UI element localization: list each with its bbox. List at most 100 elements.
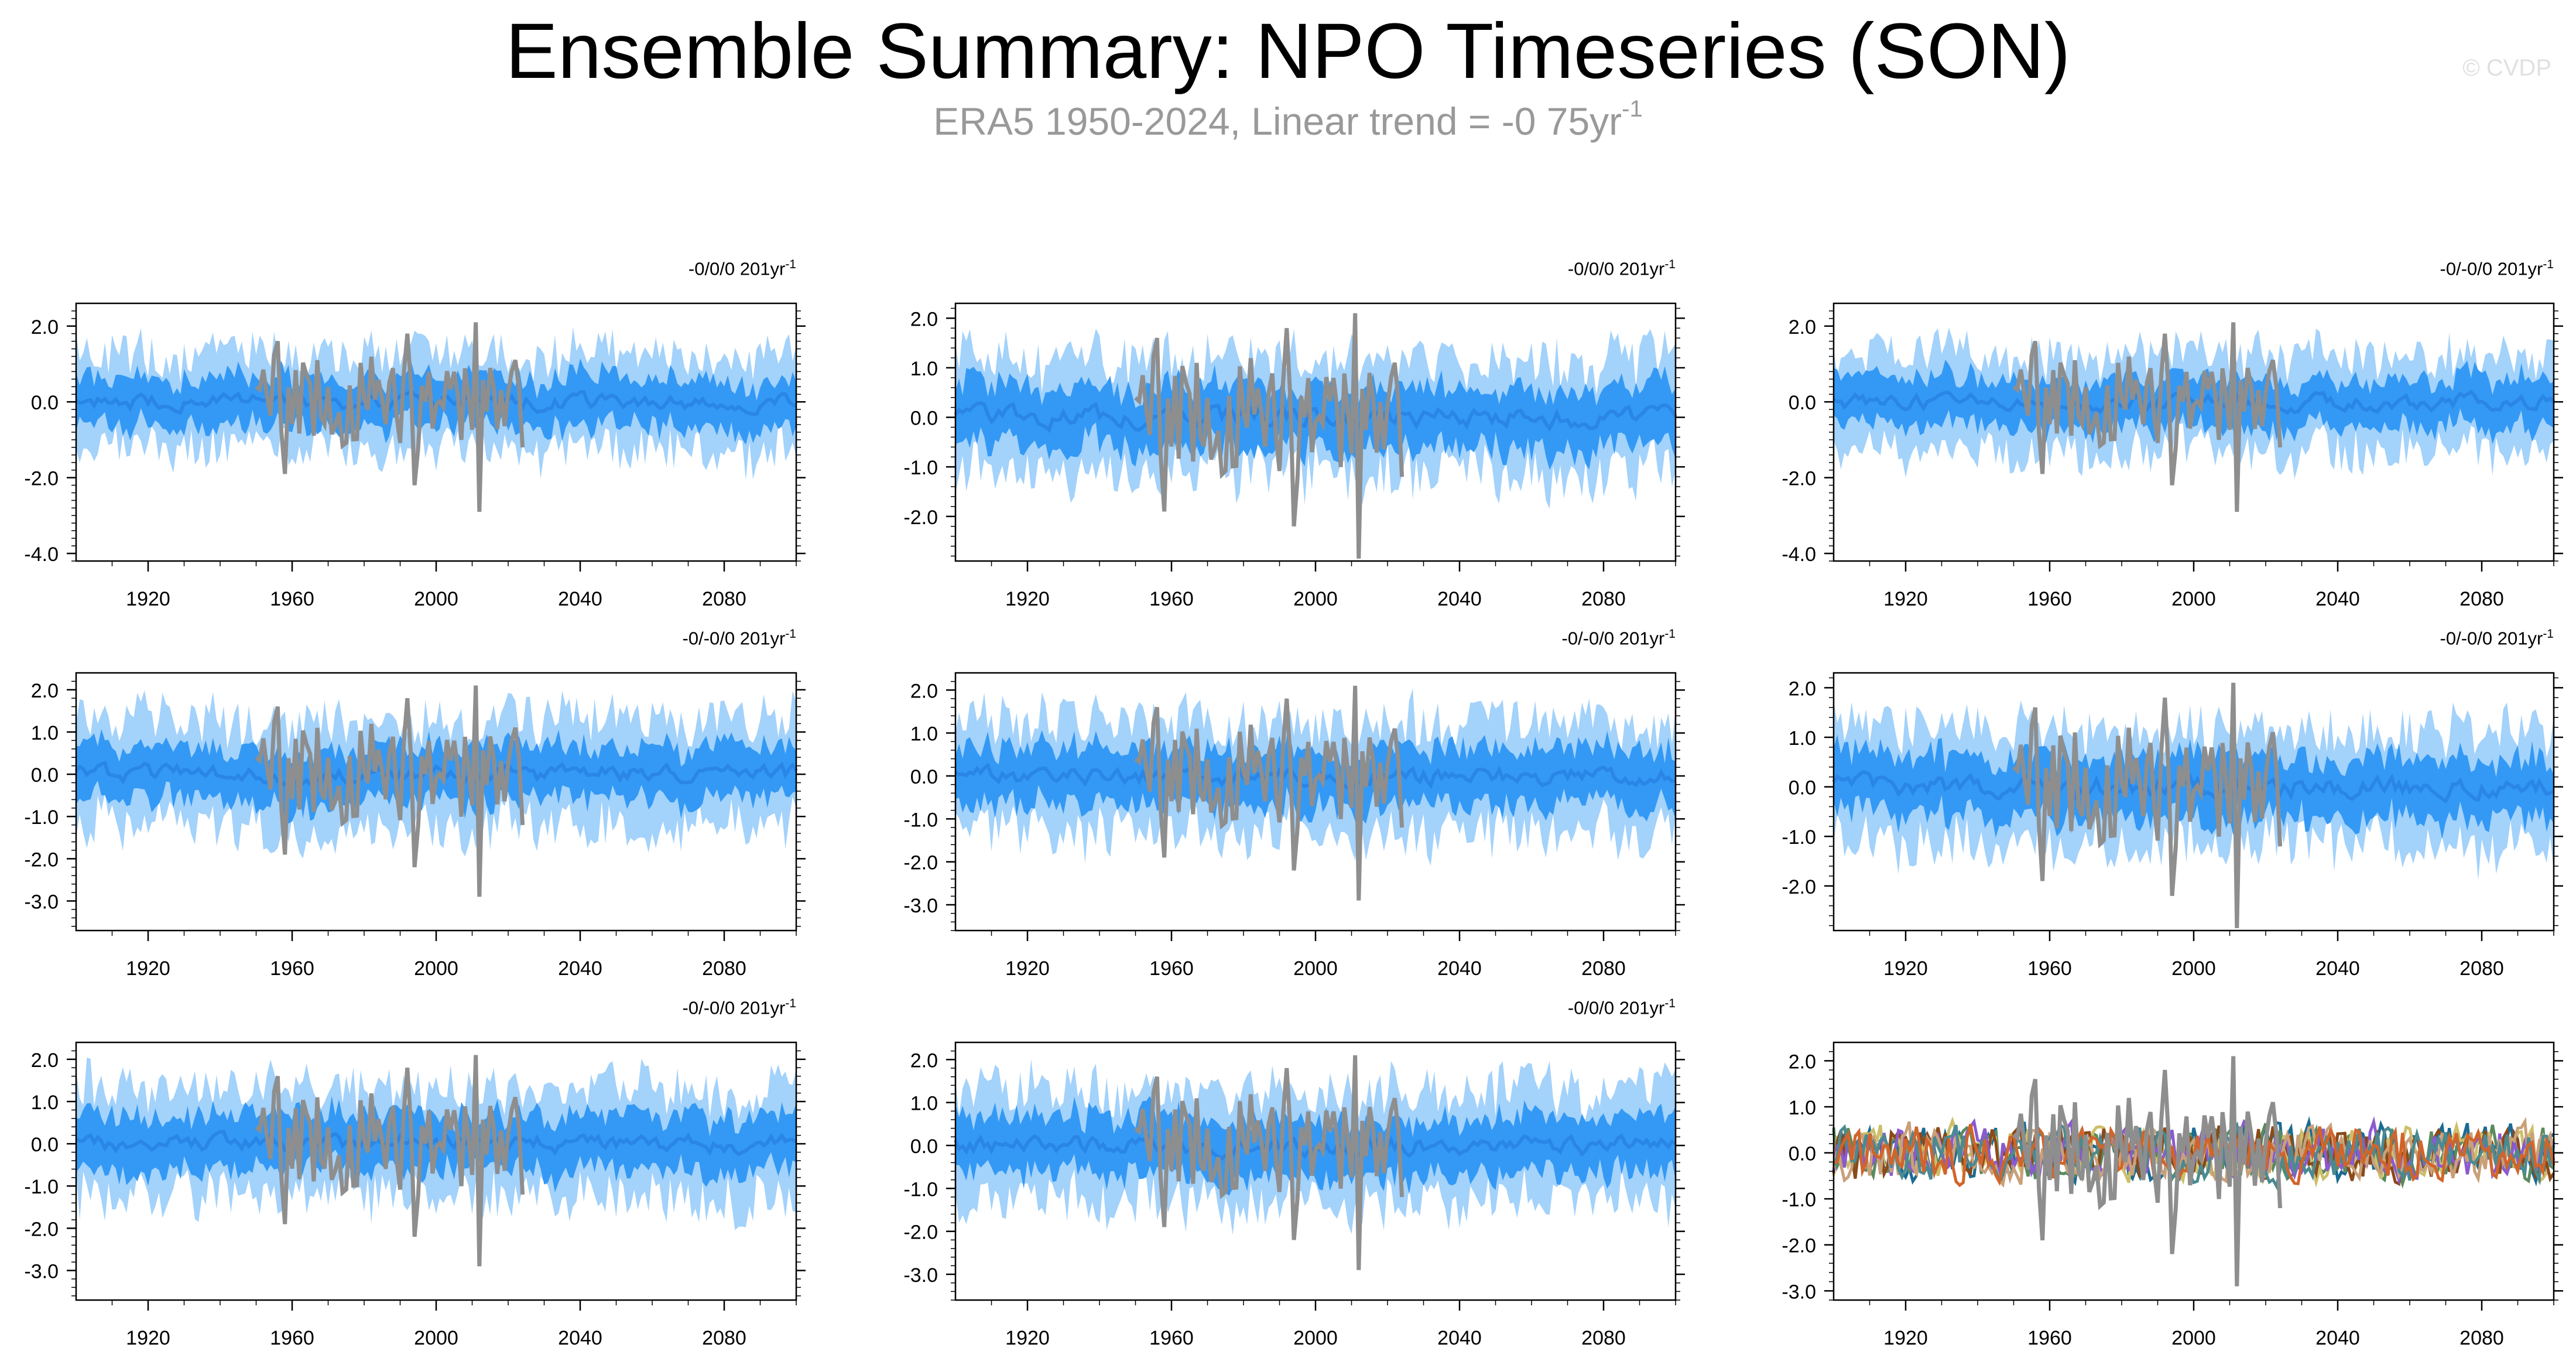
band-inner (955, 730, 1676, 824)
band-outer (955, 688, 1676, 866)
y-tick-label: 1.0 (1789, 1097, 1816, 1119)
y-tick-label: 0.0 (31, 764, 59, 786)
plot-frame (954, 1041, 1677, 1301)
y-tick-label: 2.0 (910, 1049, 938, 1072)
y-tick-label: -3.0 (24, 1261, 59, 1283)
y-tick-label: -1.0 (1782, 1189, 1816, 1211)
band-inner (76, 358, 796, 445)
x-tick-label: 2040 (558, 957, 602, 980)
y-tick-label: -1.0 (903, 1178, 938, 1201)
x-tick-label: 1920 (1005, 588, 1050, 610)
y-tick-label: 0.0 (1789, 777, 1816, 799)
y-tick-label: -1.0 (903, 809, 938, 831)
observed-line (1134, 1055, 1405, 1270)
y-tick-label: -2.0 (24, 1218, 59, 1240)
band-outer (955, 329, 1676, 509)
x-tick-label: 1960 (1149, 588, 1194, 610)
y-tick-label: 2.0 (910, 680, 938, 702)
trend-superscript: -1 (785, 997, 796, 1010)
trend-text: -0/0/0 201yr (688, 258, 786, 279)
x-tick-label: 1920 (1883, 588, 1928, 610)
panel-trend: -0/-0/0 201yr-1 (562, 997, 796, 1018)
observed-line (2012, 682, 2283, 928)
y-tick-label: -3.0 (903, 1264, 938, 1287)
y-tick-label: 2.0 (1789, 316, 1816, 338)
x-tick-label: 2040 (558, 1327, 602, 1349)
band-inner (76, 1096, 796, 1193)
band-inner (1834, 360, 2554, 444)
trend-text: -0/0/0 201yr (1567, 258, 1665, 279)
y-tick-label: 0.0 (1789, 1143, 1816, 1165)
y-tick-label: 1.0 (31, 1092, 59, 1114)
ensemble-mean-line (75, 388, 797, 416)
watermark: © CVDP (2462, 55, 2551, 81)
observed-line (1134, 685, 1405, 901)
y-tick-label: 0.0 (910, 408, 938, 430)
y-tick-label: 0.0 (31, 392, 59, 414)
panel-trend: -0/-0/0 201yr-1 (2320, 258, 2554, 279)
series-line-miroc-es2l (1832, 1121, 2556, 1191)
panel-trend: -0/-0/0 201yr-1 (2320, 627, 2554, 649)
x-tick-label: 1960 (2027, 588, 2072, 610)
observed-line (255, 322, 525, 512)
trend-text: -0/-0/0 201yr (682, 628, 786, 649)
trend-superscript: -1 (1664, 258, 1676, 271)
x-tick-label: 2000 (2171, 957, 2216, 980)
x-tick-label: 2000 (1293, 957, 1338, 980)
y-tick-label: 2.0 (910, 308, 938, 330)
plot-frame (75, 302, 797, 562)
trend-superscript: -1 (785, 258, 796, 271)
x-tick-label: 1920 (126, 957, 170, 980)
x-tick-label: 1960 (1149, 1327, 1194, 1349)
y-tick-label: 0.0 (31, 1134, 59, 1156)
series-line-mpi-esm1-2-lr (1833, 1124, 2556, 1191)
observed-line (255, 1055, 525, 1267)
y-tick-label: -2.0 (903, 1222, 938, 1244)
x-tick-label: 2080 (1581, 588, 1626, 610)
band-outer (1834, 327, 2554, 479)
plot-frame (75, 672, 797, 932)
observed-line (255, 685, 525, 897)
x-tick-label: 2000 (414, 1327, 458, 1349)
x-tick-label: 2040 (2315, 588, 2360, 610)
trend-superscript: -1 (2543, 627, 2554, 641)
band-outer (955, 1059, 1676, 1235)
page-subtitle: ERA5 1950-2024, Linear trend = -0 75yr-1 (0, 96, 2576, 145)
x-tick-label: 2000 (2171, 1327, 2216, 1349)
x-tick-label: 1920 (1005, 1327, 1050, 1349)
y-tick-label: 1.0 (910, 358, 938, 380)
y-tick-label: -2.0 (1782, 1235, 1816, 1257)
trend-text: -0/-0/0 201yr (1561, 628, 1665, 649)
subtitle-text: ERA5 1950-2024, Linear trend = -0 75yr (933, 100, 1622, 143)
y-tick-label: 2.0 (1789, 678, 1816, 700)
band-inner (955, 1096, 1676, 1196)
y-tick-label: -4.0 (24, 543, 59, 566)
plot-frame (954, 672, 1677, 932)
y-tick-label: -2.0 (1782, 876, 1816, 898)
y-tick-label: -1.0 (24, 1176, 59, 1198)
plot-frame (1832, 302, 2555, 562)
trend-superscript: -1 (1664, 997, 1676, 1010)
band-outer (76, 690, 796, 859)
x-tick-label: 1960 (270, 1327, 314, 1349)
y-tick-label: 0.0 (910, 1136, 938, 1158)
band-outer (1834, 700, 2554, 880)
x-tick-label: 2040 (1437, 588, 1482, 610)
band-inner (76, 729, 796, 824)
x-tick-label: 2000 (414, 588, 458, 610)
plot-frame (1832, 1041, 2555, 1301)
plot-frame (1832, 672, 2555, 932)
panel-trend: -0/0/0 201yr-1 (1441, 997, 1676, 1018)
x-tick-label: 2000 (2171, 588, 2216, 610)
y-tick-label: 1.0 (31, 722, 59, 744)
x-tick-label: 1960 (2027, 957, 2072, 980)
y-tick-label: -3.0 (24, 891, 59, 914)
band-outer (76, 1057, 796, 1230)
x-tick-label: 1960 (270, 957, 314, 980)
